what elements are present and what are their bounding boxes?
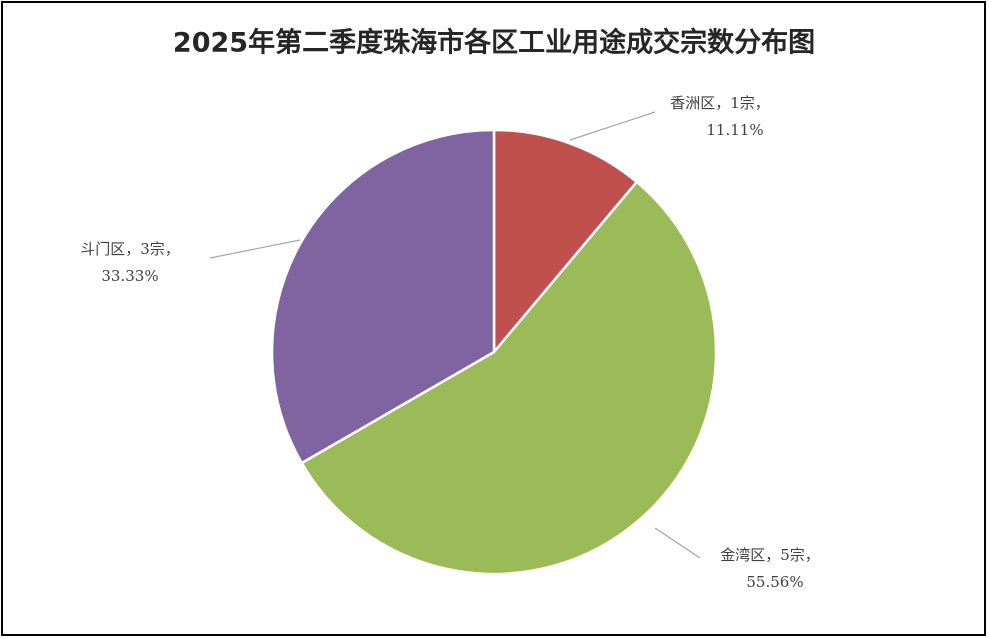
label-count: ，3宗， — [125, 240, 180, 258]
leader-line — [654, 527, 701, 559]
label-count: ，1宗， — [715, 94, 770, 112]
data-label: 斗门区，3宗， — [80, 240, 180, 258]
label-category: 斗门区 — [80, 240, 125, 258]
data-label: 香洲区，1宗， — [670, 94, 770, 112]
chart-title: 2025年第二季度珠海市各区工业用途成交宗数分布图 — [173, 27, 815, 59]
label-count: ，5宗， — [765, 546, 820, 564]
data-label: 金湾区，5宗， — [720, 546, 820, 564]
label-percent: 11.11% — [706, 121, 763, 139]
label-category: 金湾区 — [720, 546, 765, 564]
label-percent: 55.56% — [746, 573, 803, 591]
leader-line — [569, 111, 656, 141]
leader-line — [209, 239, 301, 259]
label-category: 香洲区 — [670, 94, 715, 112]
pie-slice — [300, 180, 718, 576]
pie-slice — [270, 128, 496, 465]
pie-slice — [492, 128, 639, 356]
label-percent: 33.33% — [101, 267, 158, 285]
